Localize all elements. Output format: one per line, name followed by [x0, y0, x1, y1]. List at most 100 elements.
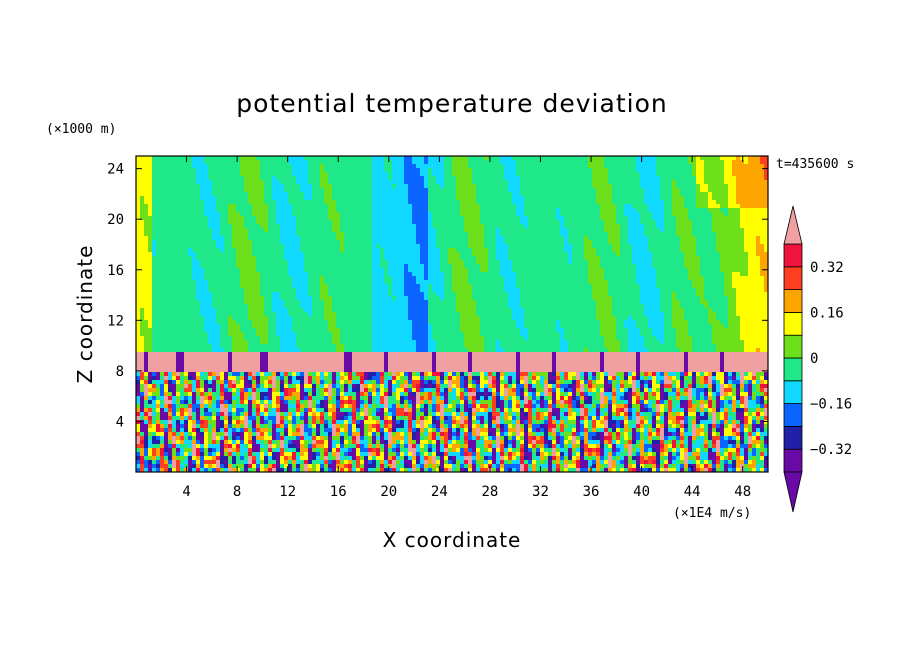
heatmap-cell	[188, 388, 193, 393]
heatmap-cell	[356, 348, 361, 353]
heatmap-cell	[280, 336, 285, 341]
heatmap-cell	[312, 216, 317, 221]
heatmap-cell	[280, 420, 285, 425]
heatmap-cell	[176, 272, 181, 277]
heatmap-cell	[204, 340, 209, 345]
heatmap-cell	[300, 364, 305, 369]
heatmap-cell	[152, 300, 157, 305]
heatmap-cell	[164, 156, 169, 161]
heatmap-cell	[144, 184, 149, 189]
heatmap-cell	[336, 432, 341, 437]
heatmap-cell	[268, 216, 273, 221]
heatmap-cell	[320, 224, 325, 229]
heatmap-cell	[156, 212, 161, 217]
heatmap-cell	[356, 292, 361, 297]
heatmap-cell	[140, 168, 145, 173]
heatmap-cell	[224, 328, 229, 333]
heatmap-cell	[268, 380, 273, 385]
heatmap-cell	[300, 428, 305, 433]
heatmap-cell	[256, 432, 261, 437]
heatmap-cell	[236, 316, 241, 321]
heatmap-cell	[224, 464, 229, 469]
heatmap-cell	[216, 232, 221, 237]
heatmap-cell	[248, 328, 253, 333]
heatmap-cell	[172, 324, 177, 329]
heatmap-cell	[264, 440, 269, 445]
heatmap-cell	[316, 232, 321, 237]
heatmap-cell	[200, 276, 205, 281]
heatmap-cell	[152, 448, 157, 453]
heatmap-cell	[212, 348, 217, 353]
heatmap-cell	[152, 384, 157, 389]
heatmap-cell	[172, 244, 177, 249]
heatmap-cell	[344, 256, 349, 261]
heatmap-cell	[144, 260, 149, 265]
heatmap-cell	[328, 284, 333, 289]
heatmap-cell	[176, 424, 181, 429]
heatmap-cell	[272, 168, 277, 173]
heatmap-cell	[244, 432, 249, 437]
heatmap-cell	[176, 372, 181, 377]
heatmap-cell	[296, 232, 301, 237]
heatmap-cell	[156, 252, 161, 257]
heatmap-cell	[256, 252, 261, 257]
heatmap-cell	[236, 428, 241, 433]
heatmap-cell	[176, 184, 181, 189]
heatmap-cell	[148, 156, 153, 161]
heatmap-cell	[256, 308, 261, 313]
heatmap-cell	[252, 332, 257, 337]
heatmap-cell	[136, 460, 141, 465]
heatmap-cell	[296, 292, 301, 297]
heatmap-cell	[324, 324, 329, 329]
heatmap-cell	[232, 436, 237, 441]
heatmap-cell	[264, 400, 269, 405]
heatmap-cell	[364, 432, 369, 437]
heatmap-cell	[320, 440, 325, 445]
heatmap-cell	[184, 288, 189, 293]
heatmap-cell	[280, 216, 285, 221]
heatmap-cell	[308, 272, 313, 277]
heatmap-cell	[152, 232, 157, 237]
heatmap-cell	[232, 340, 237, 345]
heatmap-cell	[248, 408, 253, 413]
heatmap-cell	[208, 304, 213, 309]
heatmap-cell	[264, 460, 269, 465]
heatmap-cell	[204, 188, 209, 193]
heatmap-cell	[240, 404, 245, 409]
heatmap-cell	[264, 352, 269, 357]
heatmap-cell	[252, 188, 257, 193]
heatmap-cell	[268, 376, 273, 381]
heatmap-cell	[288, 172, 293, 177]
heatmap-cell	[152, 308, 157, 313]
heatmap-cell	[188, 296, 193, 301]
heatmap-cell	[372, 460, 377, 465]
heatmap-cell	[148, 308, 153, 313]
heatmap-cell	[276, 388, 281, 393]
heatmap-cell	[176, 412, 181, 417]
heatmap-cell	[152, 220, 157, 225]
heatmap-cell	[252, 452, 257, 457]
heatmap-cell	[304, 444, 309, 449]
heatmap-cell	[304, 280, 309, 285]
heatmap-cell	[268, 348, 273, 353]
heatmap-cell	[312, 432, 317, 437]
heatmap-cell	[220, 388, 225, 393]
heatmap-cell	[340, 208, 345, 213]
heatmap-cell	[372, 204, 377, 209]
heatmap-cell	[188, 244, 193, 249]
heatmap-cell	[168, 408, 173, 413]
heatmap-cell	[184, 160, 189, 165]
heatmap-cell	[328, 244, 333, 249]
heatmap-cell	[196, 252, 201, 257]
heatmap-cell	[308, 192, 313, 197]
heatmap-cell	[216, 260, 221, 265]
heatmap-cell	[348, 440, 353, 445]
heatmap-cell	[328, 416, 333, 421]
heatmap-cell	[224, 308, 229, 313]
heatmap-cell	[352, 184, 357, 189]
heatmap-cell	[340, 172, 345, 177]
heatmap-cell	[340, 308, 345, 313]
heatmap-cell	[296, 356, 301, 361]
heatmap-cell	[240, 236, 245, 241]
heatmap-cell	[256, 228, 261, 233]
